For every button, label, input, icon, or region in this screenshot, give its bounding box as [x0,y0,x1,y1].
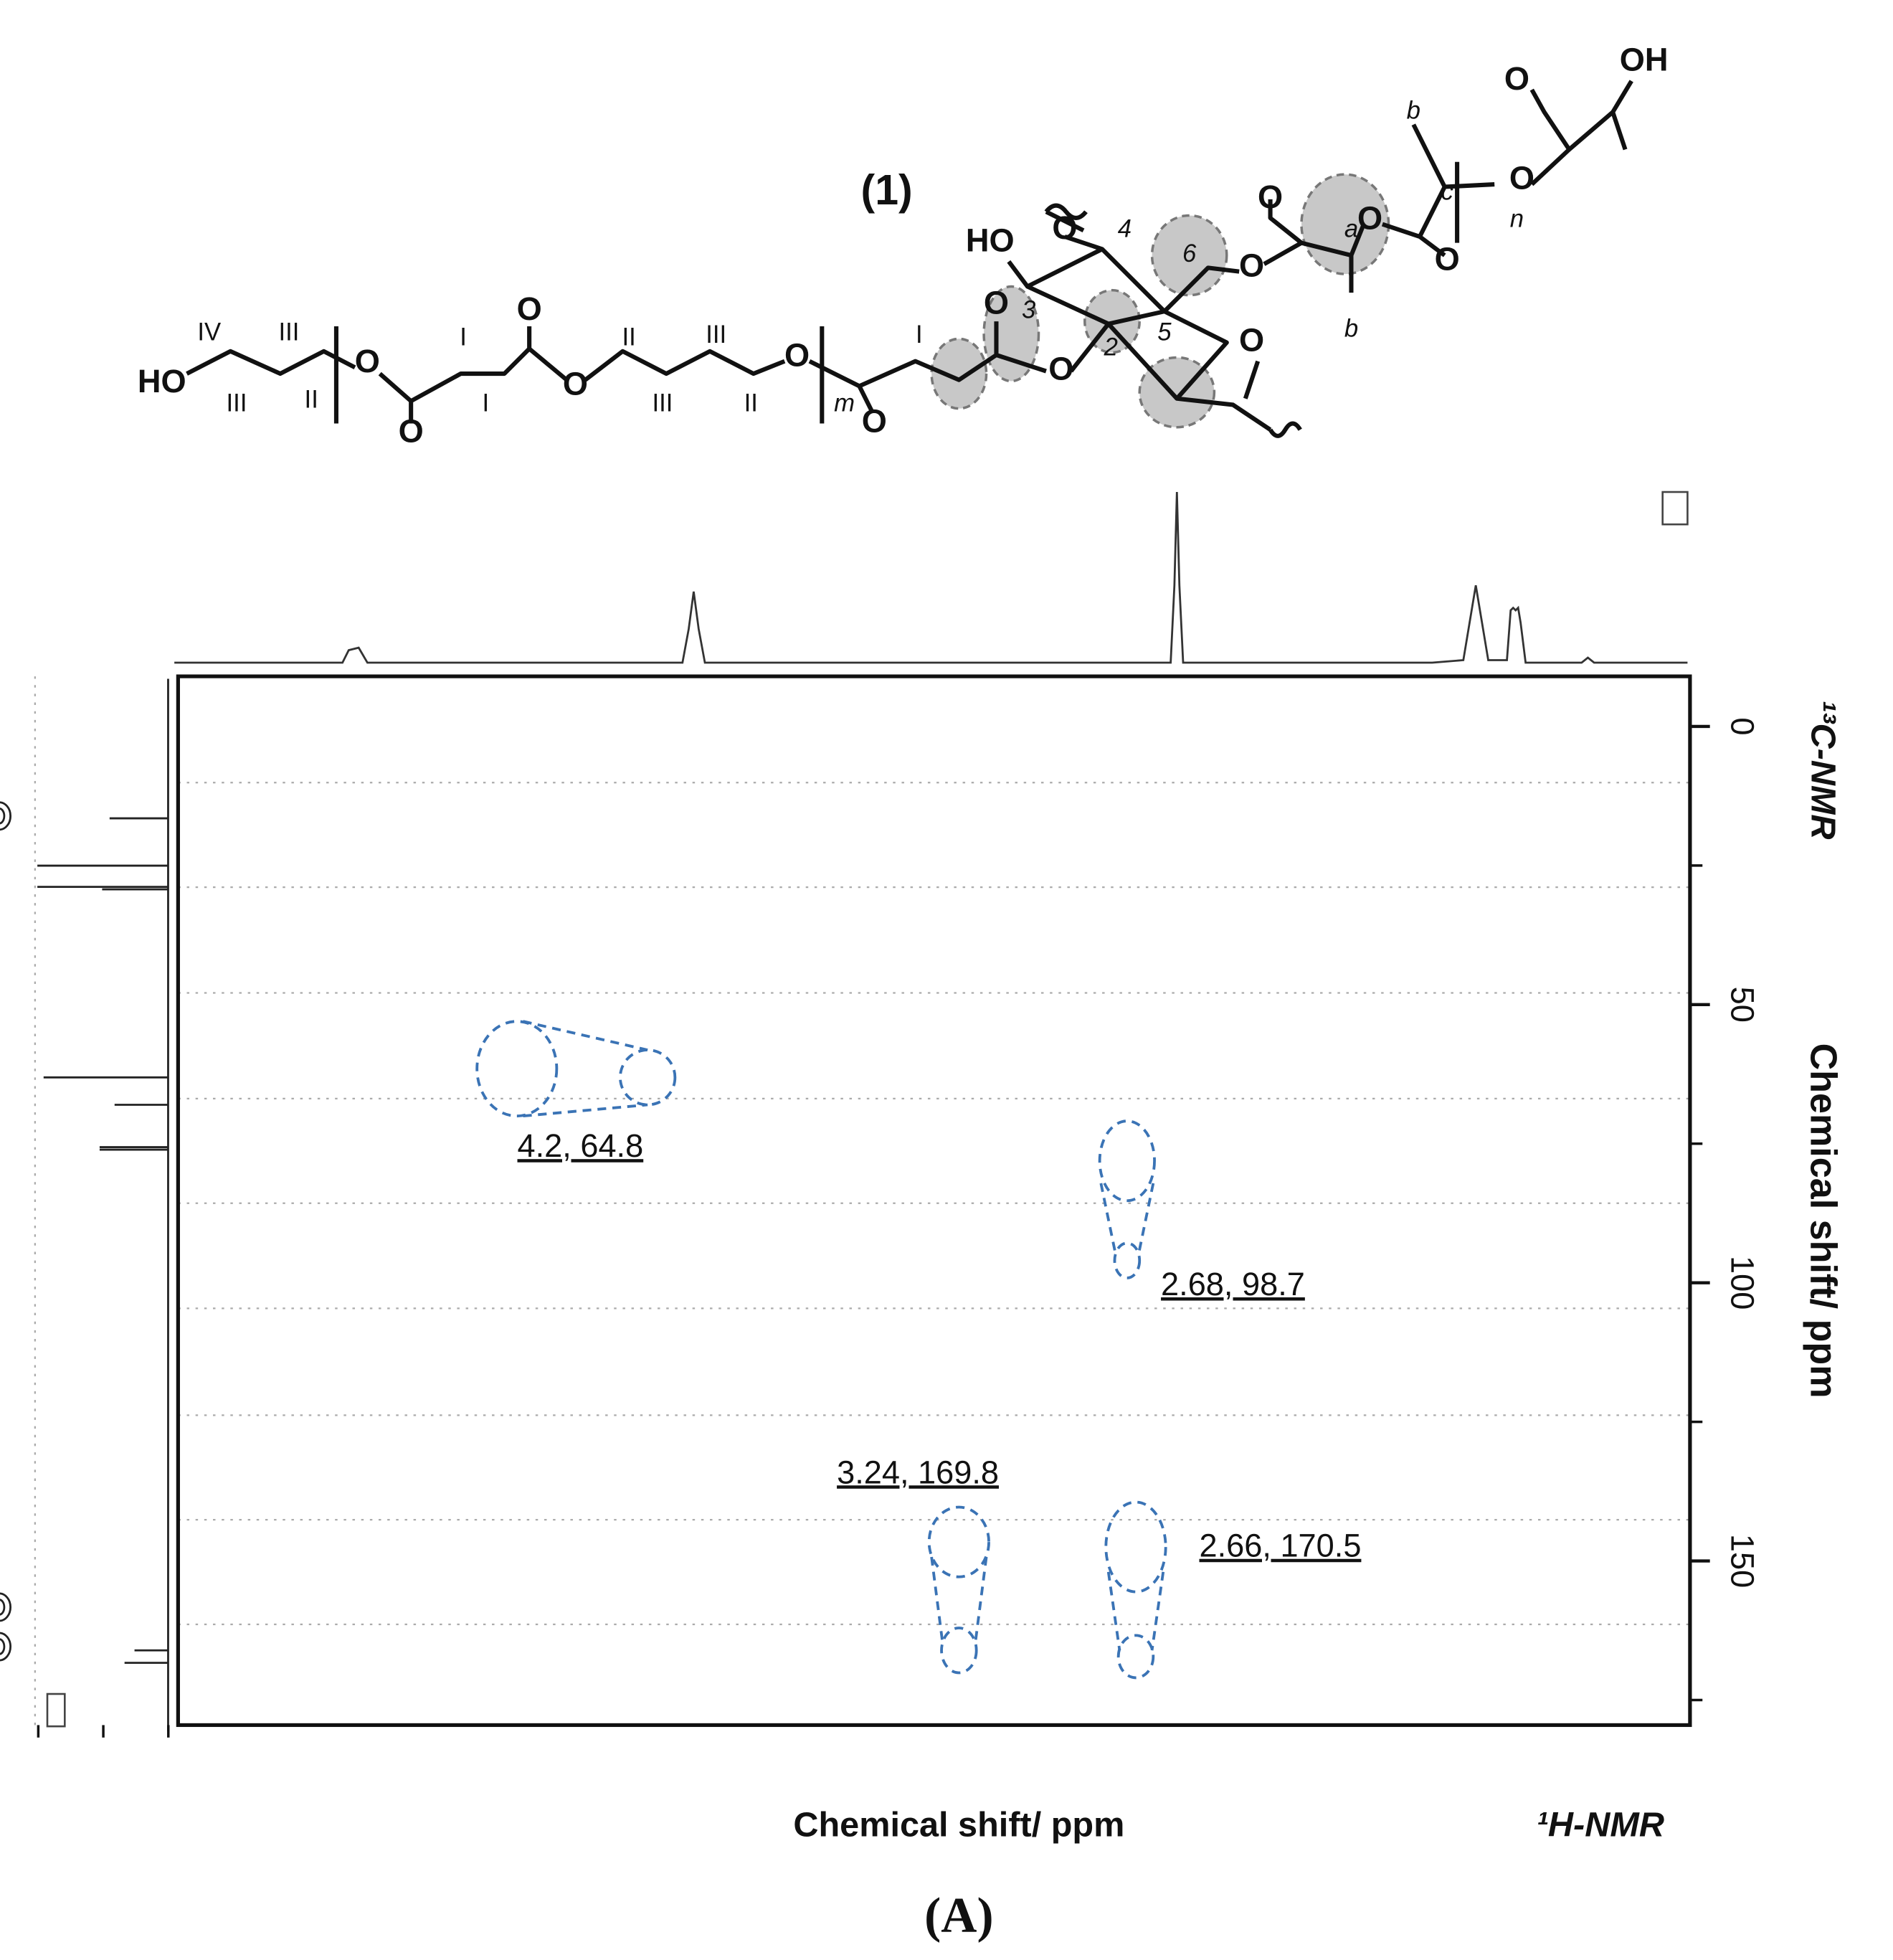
atom: O [1258,179,1283,215]
peak-core [0,1599,6,1616]
atom: HO [966,222,1015,259]
peak-contour [0,801,11,831]
annotation: 4.2, 64.8 [518,1127,644,1164]
annotation: 2.68, 98.7 [1161,1266,1305,1302]
annotation: 2.66, 170.5 [1200,1528,1362,1564]
position-label: III [227,390,247,417]
atom: HO [138,363,186,399]
y-tick-label: 100 [1724,1256,1760,1310]
corner-box [1661,491,1689,526]
position-label: I [460,324,467,351]
atom: O [517,290,542,327]
position-label: II [305,386,318,413]
plot-frame [176,674,1692,1728]
atom: OH [1620,42,1669,78]
y-unit-label: ¹³C-NMR [1803,700,1842,839]
peak-contour [0,1592,11,1622]
annotation-shapes [475,1020,1167,1680]
brackets [333,326,825,424]
x-axis-title: Chemical shift/ ppm [793,1806,1124,1845]
atom: O [862,402,887,439]
position-label: III [706,321,726,349]
position-label: II [622,324,635,351]
highlight [1150,214,1228,297]
y-axis-title: Chemical shift/ ppm [1802,1043,1844,1398]
position-label: I [483,390,490,417]
atom: O [1052,209,1077,246]
peak-core [0,808,6,825]
position-label: IV [197,319,221,346]
atom: O [1357,199,1382,236]
wavy-bond [1268,421,1302,438]
peak-contour [0,1632,11,1662]
structure: (1) HO IV III III II O O I I O O II III … [138,42,1669,450]
atom: O [1504,60,1529,97]
peak-core [0,1638,6,1655]
atom: O [399,412,424,449]
repeat-index: m [834,390,855,417]
y-tick-label: 150 [1724,1534,1760,1588]
position-label: 6 [1182,240,1197,268]
x-unit-label: ¹H-NMR [1537,1806,1664,1845]
position-label: a [1344,215,1358,242]
compound-label: (1) [861,166,913,214]
position-label: III [653,390,673,417]
atom: O [1435,241,1460,278]
position-label: b [1407,97,1420,124]
annotation: 3.24, 169.8 [837,1454,999,1490]
position-label: 4 [1118,215,1131,242]
repeat-index: n [1510,206,1524,233]
caption: (A) [924,1888,993,1944]
position-label: c [1441,178,1453,205]
position-label: b [1344,315,1358,342]
position-label: II [744,390,758,417]
atom: O [1239,322,1264,359]
plot: 5.04.03.02.01.0050100150 [0,674,1760,1738]
wavy-bond [1044,203,1088,220]
atom: O [1509,160,1534,197]
atom: O [1239,247,1264,283]
atom: O [784,336,810,373]
carbon-projection [37,678,169,1732]
proton-projection [174,491,1688,664]
bonds [186,80,1633,432]
y-tick-label: 0 [1724,717,1760,735]
position-label: III [278,319,299,346]
atom: O [984,284,1009,321]
atom: O [563,365,588,402]
atom: O [1048,350,1073,387]
y-tick-label: 50 [1724,987,1760,1023]
corner-box [46,1692,66,1728]
position-label: I [916,321,923,349]
atom: O [355,343,380,379]
position-label: 3 [1022,296,1035,323]
position-label: 5 [1157,319,1172,346]
highlight [930,337,988,410]
position-label: 2 [1104,333,1118,361]
